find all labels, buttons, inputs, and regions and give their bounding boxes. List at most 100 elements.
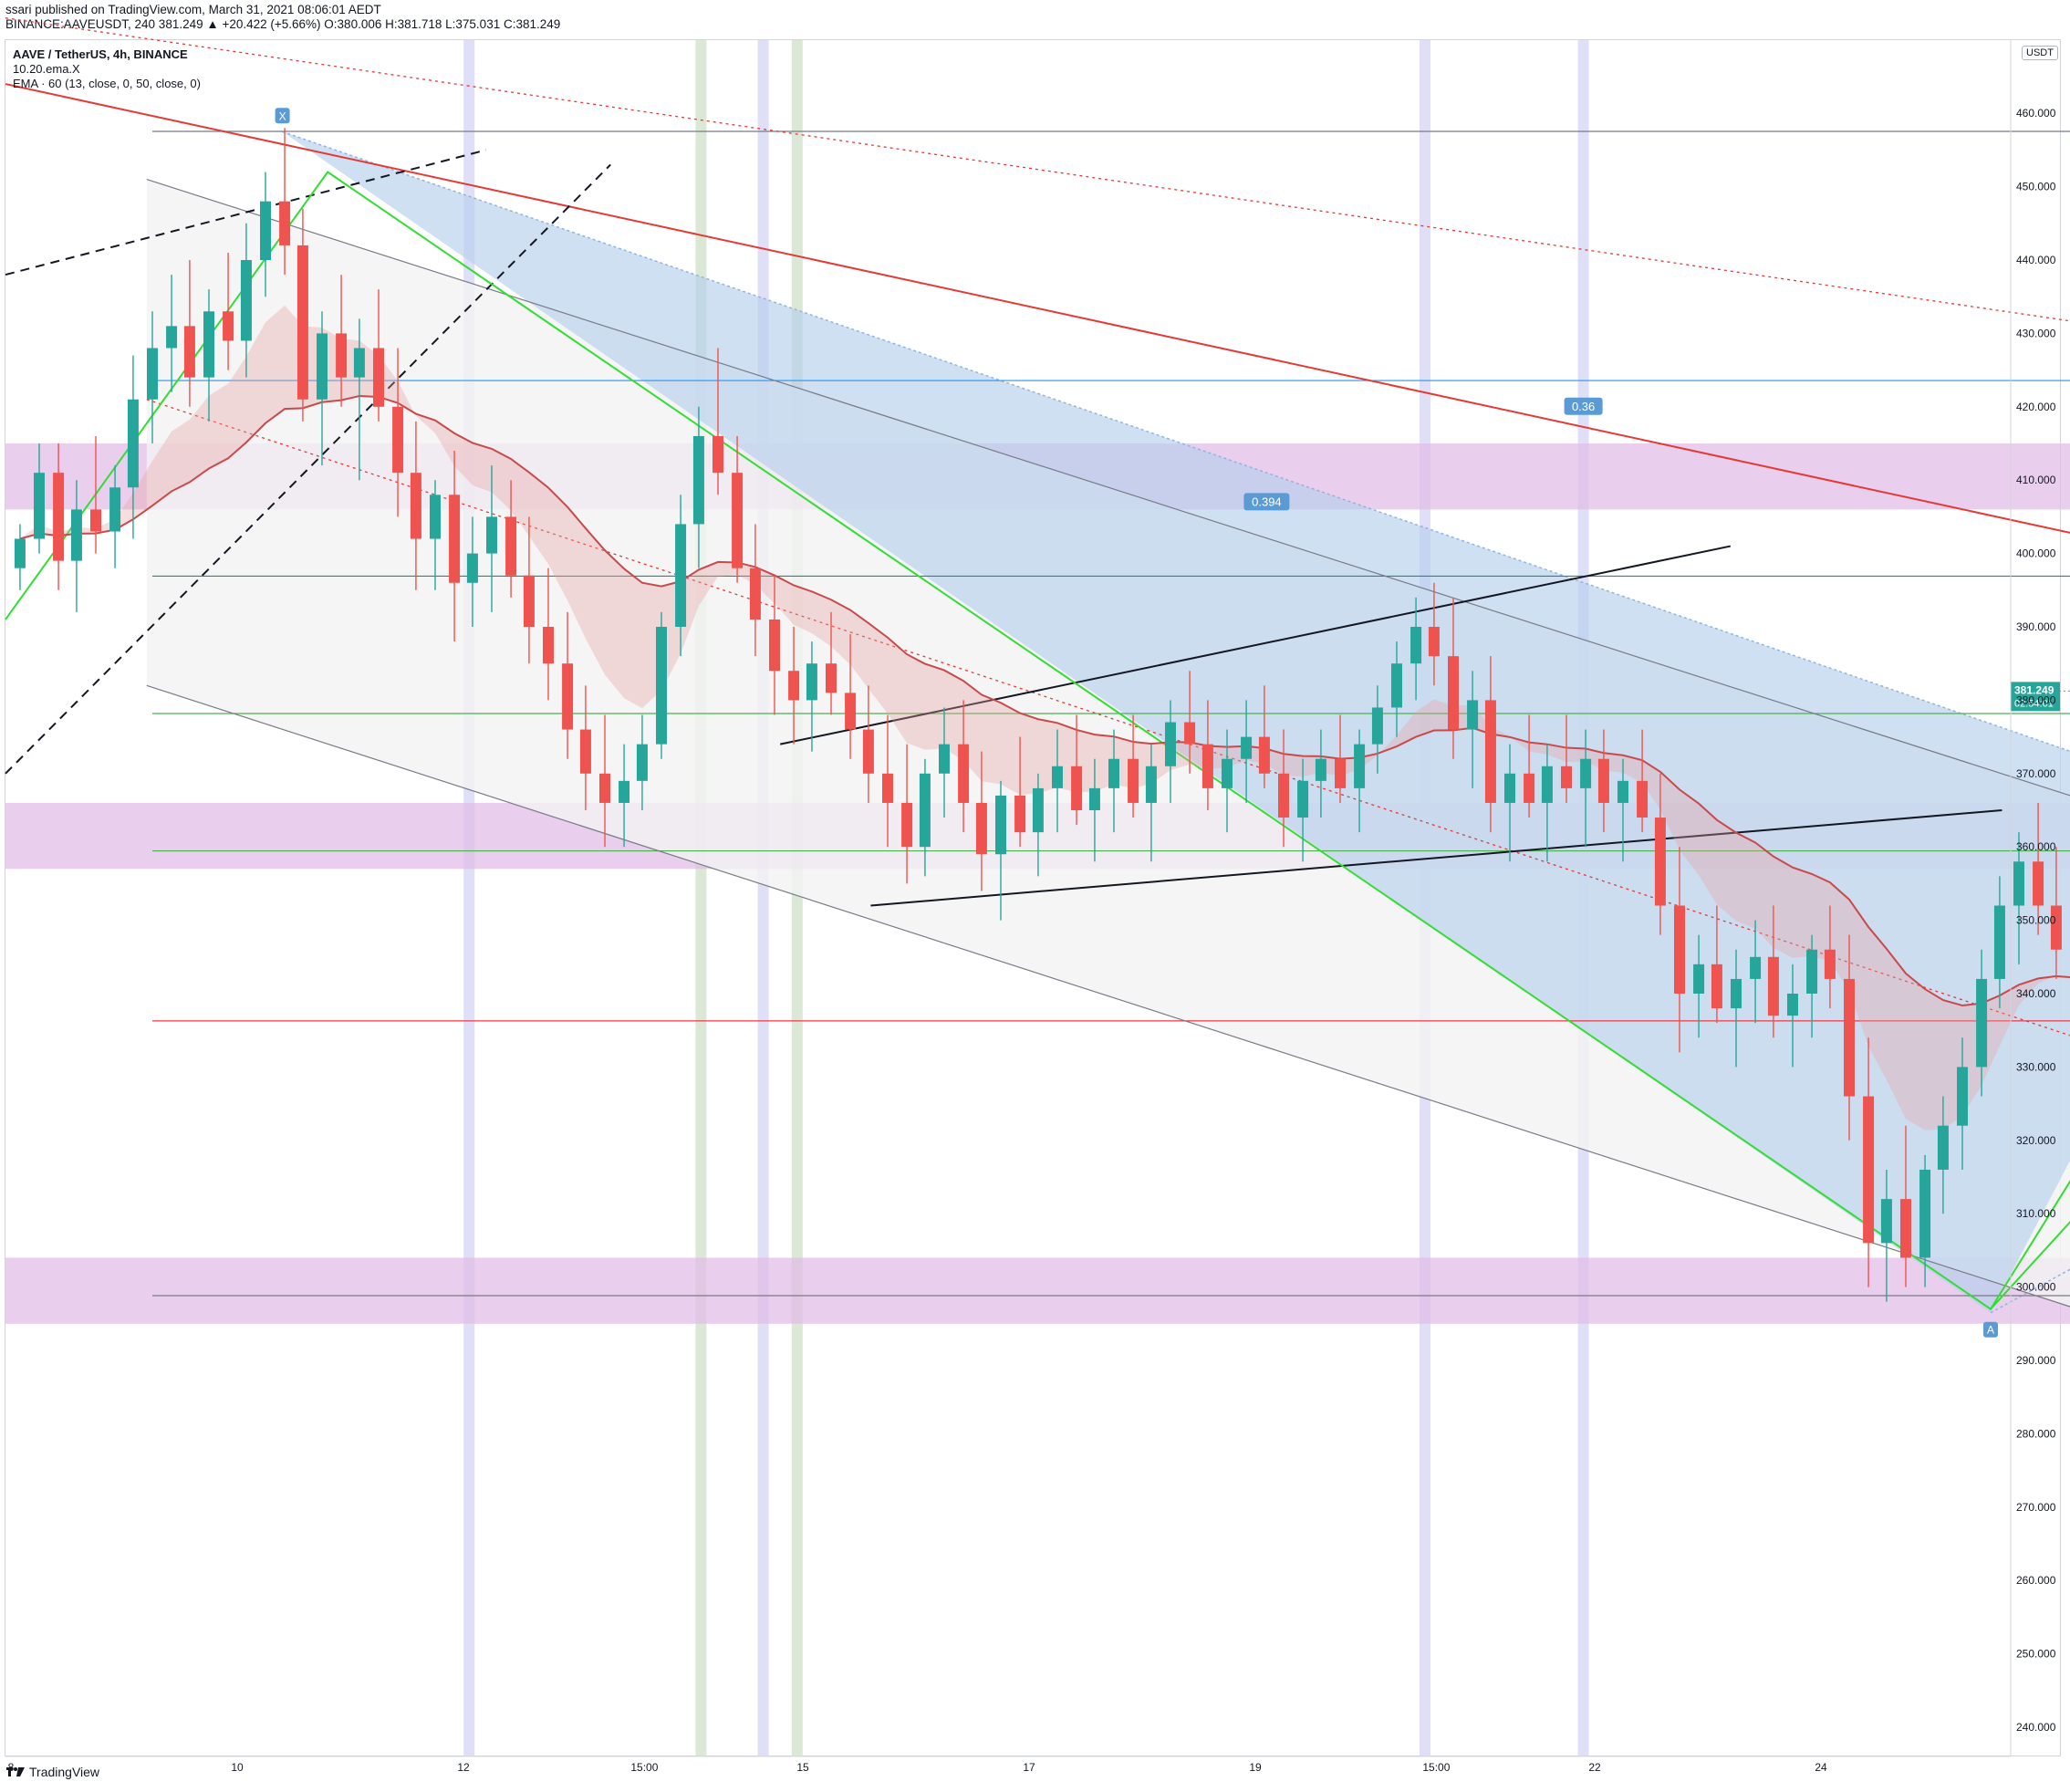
- candle-body: [1541, 766, 1553, 803]
- candle-body: [882, 773, 893, 803]
- candle-body: [1654, 818, 1666, 906]
- publish-header: ssari published on TradingView.com, Marc…: [5, 3, 560, 32]
- candle-body: [260, 201, 271, 260]
- candle-body: [1844, 978, 1855, 1097]
- candle-body: [147, 348, 158, 400]
- candle-body: [34, 473, 45, 539]
- candle-body: [1410, 627, 1422, 664]
- price-tick-label: 430.000: [2016, 327, 2056, 339]
- candle-body: [1976, 978, 1988, 1068]
- candle-body: [1335, 758, 1346, 788]
- channel-lower-line: [146, 684, 2070, 1308]
- price-tick-label: 340.000: [2016, 987, 2056, 1000]
- ratio-box: [1564, 397, 1603, 415]
- candle-body: [486, 516, 497, 554]
- candle-body: [656, 627, 667, 745]
- footer-brand[interactable]: TradingView: [5, 1765, 99, 1779]
- candle-body: [1937, 1125, 1949, 1170]
- candle-body: [1145, 766, 1157, 803]
- candle-body: [862, 729, 874, 774]
- chart-legend: AAVE / TetherUS, 4h, BINANCE 10.20.ema.X…: [13, 47, 201, 91]
- price-tick-label: 350.000: [2016, 914, 2056, 927]
- indicator-ema-x[interactable]: 10.20.ema.X: [13, 62, 80, 76]
- candle-body: [1824, 949, 1836, 979]
- time-tick-label: 15:00: [1422, 1761, 1450, 1774]
- last-price-label: 381.249: [2014, 683, 2054, 696]
- candle-body: [1900, 1199, 1911, 1258]
- candle-body: [1731, 978, 1742, 1009]
- price-tick-label: 400.000: [2016, 547, 2056, 560]
- candle-body: [826, 663, 837, 693]
- candle-body: [692, 435, 704, 525]
- candle-body: [1258, 736, 1270, 774]
- candle-body: [939, 744, 950, 774]
- candle-body: [562, 663, 574, 730]
- candle-body: [2013, 861, 2024, 906]
- candle-body: [1711, 964, 1722, 1009]
- candle-body: [769, 619, 780, 672]
- currency-badge[interactable]: USDT: [2022, 46, 2058, 60]
- candle-body: [373, 348, 384, 407]
- price-tick-label: 320.000: [2016, 1134, 2056, 1147]
- candle-body: [1618, 780, 1628, 803]
- price-tick-label: 240.000: [2016, 1721, 2056, 1734]
- xb-dotted-line: [282, 130, 2070, 753]
- candle-body: [1052, 766, 1063, 788]
- candle-body: [1088, 787, 1100, 810]
- price-tick-label: 450.000: [2016, 181, 2056, 193]
- ac-dotted-line: [1990, 1268, 2070, 1314]
- indicator-ema-60[interactable]: EMA · 60 (13, close, 0, 50, close, 0): [13, 77, 201, 90]
- candle-body: [1184, 722, 1196, 745]
- flag-upper-line: [779, 545, 1732, 745]
- pattern-point-x-box: [275, 108, 290, 124]
- price-zone: [5, 1257, 2070, 1324]
- time-band: [791, 40, 803, 1756]
- time-tick-label: 24: [1815, 1761, 1827, 1774]
- candle-body: [1674, 905, 1685, 994]
- candle-body: [505, 516, 517, 576]
- candle-body: [1071, 766, 1083, 810]
- candle-body: [1108, 758, 1119, 788]
- candle-body: [1880, 1199, 1892, 1244]
- candle-body: [2033, 861, 2044, 906]
- pattern-point-a: A: [1987, 1324, 1994, 1337]
- black-dashed-line-2: [5, 163, 611, 775]
- time-tick-label: 15: [796, 1761, 809, 1774]
- candle-body: [1428, 627, 1440, 657]
- fib-levels: 1.618(555.619)1.414(523.243)1.272(500.70…: [152, 130, 2070, 1297]
- brand-label: TradingView: [29, 1765, 100, 1779]
- candle-body: [1750, 956, 1762, 979]
- candle-body: [901, 802, 913, 848]
- last-price-tag: [2011, 682, 2060, 712]
- candle-body: [2050, 905, 2062, 950]
- candle-body: [203, 311, 214, 378]
- candle-body: [127, 399, 139, 488]
- candle-body: [70, 509, 82, 561]
- candle-body: [1354, 744, 1366, 788]
- candle-body: [317, 333, 328, 400]
- candle-body: [466, 553, 478, 583]
- candle-body: [90, 509, 101, 532]
- candle-body: [1467, 700, 1479, 730]
- time-tick-label: 19: [1249, 1761, 1262, 1774]
- candle-body: [279, 201, 291, 245]
- candle-body: [619, 780, 630, 803]
- time-tick-label: 22: [1588, 1761, 1601, 1774]
- time-tick-label: 12: [457, 1761, 470, 1774]
- candle-body: [675, 524, 687, 627]
- candle-body: [1806, 949, 1818, 994]
- candle-body: [599, 773, 610, 803]
- candle-body: [543, 627, 554, 664]
- time-tick-label: 15:00: [630, 1761, 658, 1774]
- price-axis: 240.000 250.000 260.000 270.000 280.000 290.0…: [2010, 40, 2056, 1756]
- time-tick-label: 17: [1023, 1761, 1035, 1774]
- candle-body: [975, 802, 987, 855]
- candle-body: [109, 487, 121, 532]
- pattern-point-a-box: [1983, 1321, 1998, 1338]
- candle-body: [1919, 1169, 1931, 1258]
- harmonic-pattern: [146, 130, 2070, 1314]
- candle-body: [1957, 1067, 1968, 1126]
- candle-body: [1637, 780, 1649, 818]
- candle-body: [1504, 773, 1515, 803]
